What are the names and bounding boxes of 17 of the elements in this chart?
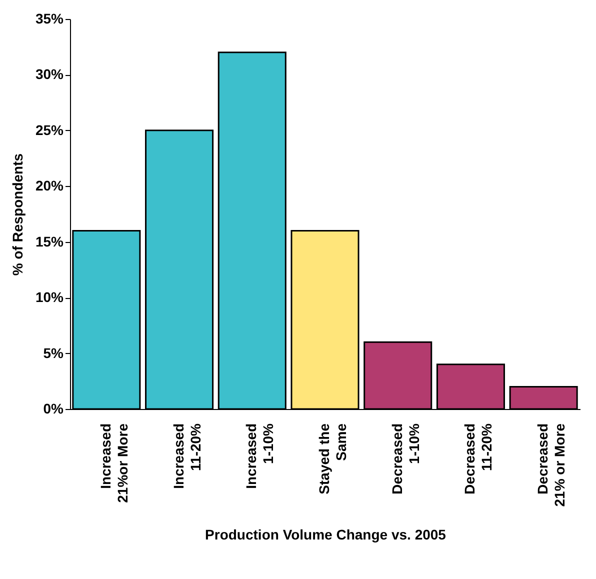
x-tick-label: Decreased 1-10%: [388, 422, 422, 494]
x-tick-label: Increased 11-20%: [170, 422, 204, 489]
x-tick-label: Increased 1-10%: [243, 422, 276, 489]
x-tick-label: Stayed the Same: [316, 423, 349, 494]
y-tick-label: 0%: [43, 400, 64, 416]
y-tick-label: 35%: [35, 10, 64, 26]
y-tick-label: 5%: [43, 344, 64, 361]
y-tick-label: 10%: [35, 289, 64, 306]
y-tick-label: 30%: [35, 66, 64, 82]
x-axis-title: Production Volume Change vs. 2005: [205, 526, 446, 543]
y-tick-label: 15%: [35, 233, 64, 250]
x-tick-label: Decreased 11-20%: [462, 422, 495, 494]
x-tick-label: Decreased 21% or More: [534, 423, 568, 507]
y-tick-label: 20%: [35, 178, 64, 194]
y-axis-title: % of Respondents: [9, 153, 26, 276]
y-tick-label: 25%: [35, 122, 64, 138]
x-tick-label: Increased 21%or More: [97, 423, 130, 503]
